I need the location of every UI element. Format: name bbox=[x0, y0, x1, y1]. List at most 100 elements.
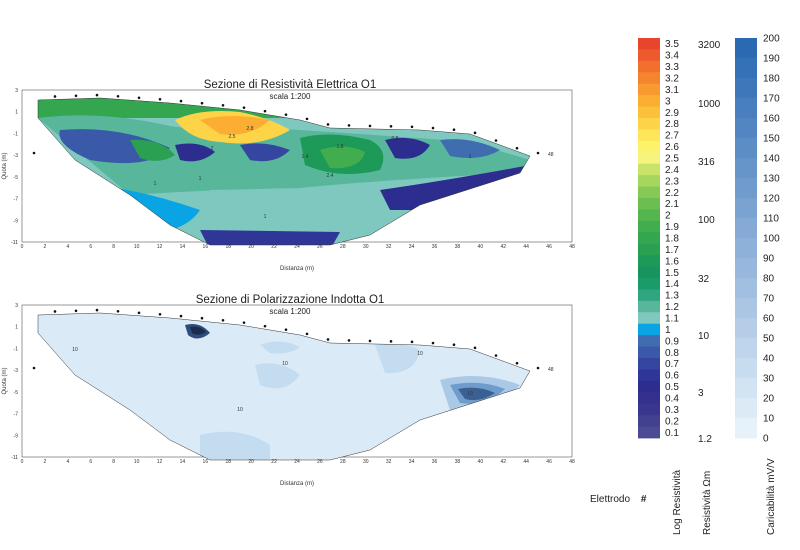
chargeability-label: 180 bbox=[763, 74, 780, 85]
electrode-marker bbox=[200, 316, 204, 320]
colorbar-swatch bbox=[735, 298, 757, 319]
contour-label: 2.5 bbox=[229, 134, 236, 140]
x-tick-label: 16 bbox=[203, 459, 209, 465]
colorbar-label: 1 bbox=[665, 325, 671, 336]
electrode-marker bbox=[263, 109, 267, 113]
electrode-legend-symbol: # bbox=[640, 494, 647, 505]
electrode-marker bbox=[179, 314, 183, 318]
resistivity-contour-fill bbox=[38, 98, 530, 245]
colorbar-swatch bbox=[638, 175, 660, 187]
colorbar-label: 2.9 bbox=[665, 108, 679, 119]
x-tick-label: 44 bbox=[523, 244, 529, 250]
colorbar-swatch bbox=[638, 106, 660, 119]
x-tick-label: 8 bbox=[112, 459, 115, 465]
colorbar-label: 0.6 bbox=[665, 371, 679, 382]
electrode-marker bbox=[284, 113, 288, 116]
electrode-marker bbox=[158, 312, 162, 316]
electrode-legend: Elettrodo # bbox=[590, 494, 646, 505]
chargeability-label: 40 bbox=[763, 354, 775, 365]
colorbar-swatch bbox=[735, 358, 757, 379]
section-outline bbox=[37, 97, 531, 246]
chargeability-label: 150 bbox=[763, 134, 780, 145]
chargeability-label: 0 bbox=[763, 434, 769, 445]
contour-label: 0.8 bbox=[392, 136, 399, 142]
x-tick-label: 22 bbox=[271, 244, 277, 250]
chargeability-label: 30 bbox=[763, 374, 775, 385]
contour-label: 2 bbox=[211, 146, 214, 152]
electrode-marker bbox=[368, 124, 372, 128]
contour-label: 1 bbox=[199, 176, 202, 182]
x-tick-label: 38 bbox=[455, 244, 461, 250]
colorbar-legend: 3.53.43.33.23.132.92.82.72.62.52.42.32.2… bbox=[638, 34, 780, 535]
colorbar-swatch bbox=[638, 415, 660, 427]
electrode-marker bbox=[494, 139, 498, 142]
x-tick-label: 38 bbox=[455, 459, 461, 465]
resistivity-label: 10 bbox=[698, 331, 710, 342]
colorbar-label: 3.4 bbox=[665, 51, 679, 62]
colorbar-label: 1.1 bbox=[665, 314, 679, 325]
chargeability-label: 160 bbox=[763, 114, 780, 125]
colorbar-swatch bbox=[638, 380, 660, 393]
colorbar-label: 3.3 bbox=[665, 62, 679, 73]
chargeability-label: 170 bbox=[763, 94, 780, 105]
x-tick-label: 48 bbox=[569, 244, 575, 250]
electrode-marker bbox=[536, 366, 540, 370]
y-tick-label: -3 bbox=[14, 153, 19, 159]
ip-section-chart: Sezione di Polarizzazione Indotta O1 sca… bbox=[2, 294, 575, 487]
colorbar-label: 2.7 bbox=[665, 131, 679, 142]
x-tick-label: 6 bbox=[89, 459, 92, 465]
colorbar-swatch bbox=[735, 118, 757, 139]
chart-subtitle: scala 1:200 bbox=[270, 307, 311, 316]
contour-label: 2.8 bbox=[247, 126, 254, 132]
x-tick-label: 0 bbox=[21, 459, 24, 465]
chargeability-label: 20 bbox=[763, 394, 775, 405]
section-outline bbox=[37, 312, 531, 461]
chart-subtitle: scala 1:200 bbox=[270, 92, 311, 101]
resistivity-label: 32 bbox=[698, 274, 710, 285]
colorbar-label: 1.3 bbox=[665, 291, 679, 302]
electrode-marker bbox=[536, 151, 540, 155]
colorbar-swatch bbox=[735, 278, 757, 299]
electrode-marker bbox=[515, 361, 519, 365]
colorbar-swatch bbox=[638, 220, 660, 233]
contour-label: 10 bbox=[237, 407, 243, 413]
colorbar-label: 2 bbox=[665, 211, 671, 222]
colorbar-swatch bbox=[735, 138, 757, 159]
colorbar-label: 0.3 bbox=[665, 405, 679, 416]
colorbar-label: 0.2 bbox=[665, 416, 679, 427]
colorbar-swatch bbox=[638, 186, 660, 199]
x-tick-label: 32 bbox=[386, 459, 392, 465]
colorbar-label: 0.9 bbox=[665, 336, 679, 347]
x-tick-label: 20 bbox=[248, 459, 254, 465]
y-tick-label: 1 bbox=[15, 325, 18, 331]
colorbar-swatch bbox=[638, 255, 660, 267]
contour-label: 10 bbox=[417, 351, 423, 357]
contour-labels: 2.5 2.8 2 1 1.4 1.8 2.4 1 0.8 1 1 bbox=[154, 126, 472, 220]
x-tick-label: 26 bbox=[317, 459, 323, 465]
x-tick-label: 2 bbox=[44, 459, 47, 465]
resistivity-axis-label: Resistività Ωm bbox=[702, 471, 713, 535]
colorbar-swatch bbox=[735, 98, 757, 119]
electrode-marker bbox=[347, 339, 351, 342]
colorbar-swatch bbox=[735, 78, 757, 99]
electrode-marker bbox=[116, 94, 120, 98]
x-tick-label: 42 bbox=[500, 459, 506, 465]
chart-title: Sezione di Resistività Elettrica O1 bbox=[204, 79, 377, 91]
colorbar-label: 2.1 bbox=[665, 199, 679, 210]
colorbar-label: 0.1 bbox=[665, 428, 679, 439]
y-tick-label: 3 bbox=[15, 88, 18, 94]
x-tick-label: 20 bbox=[248, 244, 254, 250]
x-tick-label: 16 bbox=[203, 244, 209, 250]
colorbar-label: 2.8 bbox=[665, 119, 679, 130]
electrode-markers bbox=[32, 308, 540, 370]
electrode-marker bbox=[95, 308, 99, 312]
x-tick-label: 0 bbox=[21, 244, 24, 250]
y-tick-label: 1 bbox=[15, 110, 18, 116]
chargeability-label: 90 bbox=[763, 254, 775, 265]
electrode-marker bbox=[389, 125, 393, 128]
electrode-marker bbox=[53, 95, 57, 98]
electrode-marker bbox=[158, 97, 162, 101]
x-tick-label: 40 bbox=[478, 459, 484, 465]
colorbar-swatch bbox=[638, 38, 660, 50]
chargeability-colorbar bbox=[735, 38, 757, 439]
